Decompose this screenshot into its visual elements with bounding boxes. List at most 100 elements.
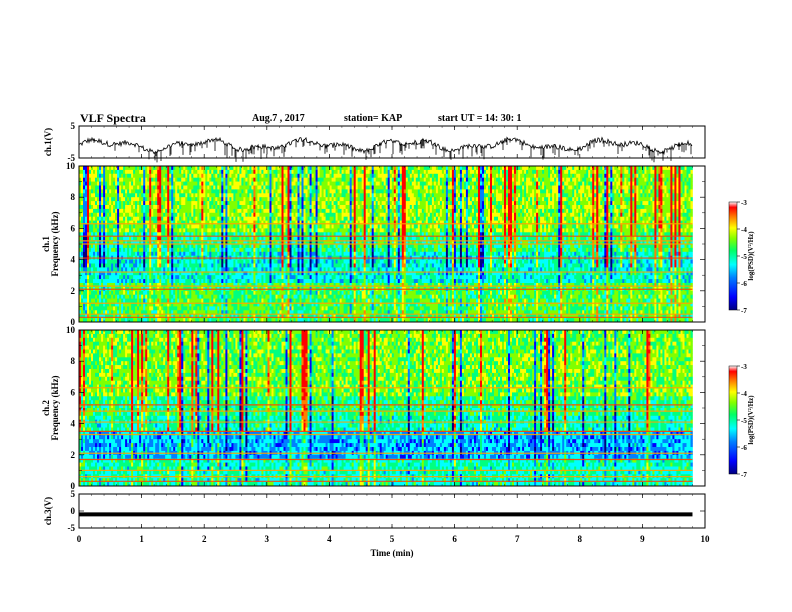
spectrogram-cell (544, 181, 547, 186)
spectrogram-cell (604, 189, 607, 194)
spectrogram-cell (139, 205, 142, 210)
spectrogram-cell (654, 212, 657, 217)
spectrogram-cell (309, 166, 312, 171)
spectrogram-cell (333, 212, 336, 217)
spectrogram-cell (373, 189, 376, 194)
spectrogram-cell (588, 185, 591, 190)
spectrogram-cell (231, 169, 234, 175)
spectrogram-cell (542, 220, 545, 225)
spectrogram-cell (85, 169, 88, 175)
spectrogram-cell (335, 208, 338, 214)
spectrogram-cell (482, 185, 485, 190)
spectrogram-cell (564, 212, 567, 217)
spectrogram-cell (429, 177, 433, 182)
spectrogram-cell (227, 173, 230, 178)
spectrogram-cell (285, 208, 288, 214)
spectrogram-cell (79, 189, 82, 194)
spectrogram-cell (411, 181, 415, 186)
spectrogram-cell (660, 166, 663, 171)
spectrogram-cell (357, 201, 360, 206)
spectrogram-cell (582, 208, 585, 214)
spectrogram-cell (506, 212, 509, 217)
spectrogram-cell (159, 201, 162, 206)
spectrogram-cell (516, 177, 519, 182)
spectrogram-cell (295, 208, 298, 214)
spectrogram-cell (606, 220, 609, 225)
spectrogram-cell (299, 173, 302, 178)
spectrogram-cell (506, 220, 509, 225)
spectrogram-cell (451, 173, 455, 178)
spectrogram-cell (465, 181, 469, 186)
spectrogram-cell (429, 169, 433, 175)
spectrogram-cell (407, 205, 411, 210)
spectrogram-cell (201, 166, 204, 171)
spectrogram-cell (295, 201, 298, 206)
spectrogram-cell (79, 216, 82, 221)
spectrogram-cell (249, 166, 252, 171)
spectrogram-cell (389, 193, 392, 198)
spectrogram-cell (89, 193, 92, 198)
spectrogram-cell (439, 189, 443, 194)
spectrogram-cell (411, 197, 415, 202)
spectrogram-cell (484, 224, 487, 229)
spectrogram-cell (469, 212, 473, 217)
spectrogram-cell (229, 201, 232, 206)
spectrogram-cell (469, 173, 473, 178)
spectrogram-cell (568, 185, 571, 190)
spectrogram-cell (664, 181, 667, 186)
spectrogram-cell (343, 205, 346, 210)
spectrogram-cell (95, 193, 98, 198)
spectrogram-cell (580, 173, 583, 178)
spectrogram-cell (476, 181, 479, 186)
spectrogram-cell (500, 216, 503, 221)
spectrogram-cell (231, 166, 234, 171)
spectrogram-cell (151, 216, 154, 221)
spectrogram-cell (554, 177, 557, 182)
spectrogram-cell (99, 169, 102, 175)
spectrogram-cell (353, 177, 356, 182)
spectrogram-cell (183, 212, 186, 217)
spectrogram-cell (103, 205, 106, 210)
spectrogram-cell (369, 224, 372, 229)
spectrogram-cell (455, 193, 459, 198)
spectrogram-cell (243, 169, 246, 175)
spectrogram-cell (680, 212, 683, 217)
spectrogram-cell (516, 220, 519, 225)
spectrogram-cell (536, 212, 539, 217)
spectrogram-cell (580, 185, 583, 190)
spectrogram-cell (311, 220, 314, 225)
spectrogram-cell (405, 224, 409, 229)
spectrogram-cell (265, 208, 268, 214)
spectrogram-cell (486, 197, 489, 202)
spectrogram-cell (387, 220, 390, 225)
spectrogram-cell (163, 193, 166, 198)
spectrogram-cell (480, 193, 483, 198)
spectrogram-cell (339, 208, 342, 214)
spectrogram-cell (463, 185, 467, 190)
spectrogram-cell (307, 216, 310, 221)
spectrogram-cell (381, 197, 384, 202)
spectrogram-cell (600, 224, 603, 229)
spectrogram-cell (187, 224, 190, 229)
spectrogram-cell (193, 205, 196, 210)
spectrogram-cell (131, 189, 134, 194)
spectrogram-cell (255, 181, 258, 186)
spectrogram-cell (439, 185, 443, 190)
spectrogram-cell (626, 212, 629, 217)
spectrogram-cell (596, 224, 599, 229)
spectrogram-cell (109, 189, 112, 194)
spectrogram-cell (516, 189, 519, 194)
spectrogram-cell (231, 189, 234, 194)
spectrogram-cell (291, 197, 294, 202)
spectrogram-cell (542, 205, 545, 210)
spectrogram-cell (548, 216, 551, 221)
spectrogram-cell (496, 212, 499, 217)
spectrogram-cell (203, 212, 206, 217)
spectrogram-cell (429, 166, 433, 171)
spectrogram-cell (333, 177, 336, 182)
spectrogram-cell (253, 166, 256, 171)
spectrogram-cell (678, 216, 681, 221)
spectrogram-cell (552, 185, 555, 190)
spectrogram-cell (620, 181, 623, 186)
spectrogram-cell (337, 181, 340, 186)
